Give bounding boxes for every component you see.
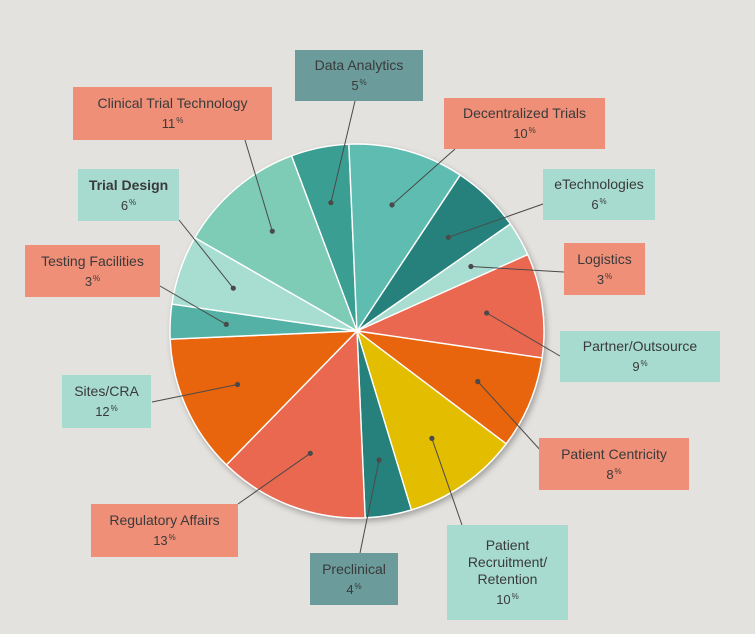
pie-slice-patient-centricity	[356, 330, 543, 445]
slice-label-value: 3%	[84, 273, 101, 289]
leader-line-data-analytics	[330, 100, 356, 203]
slice-label-testing-facilities: Testing Facilities 3%	[25, 245, 160, 297]
slice-label-value: 8%	[606, 466, 622, 482]
slice-label-regulatory-affairs: Regulatory Affairs 13%	[91, 504, 238, 557]
slice-label-name: Patient Recruitment/Retention	[467, 537, 548, 587]
leader-dot-regulatory-affairs	[307, 450, 313, 456]
pie-slice-clinical-trial-technology	[194, 155, 358, 332]
leader-dot-etechnologies	[445, 234, 451, 240]
leader-dot-trial-design	[230, 285, 236, 291]
leader-line-decentralized-trials	[391, 148, 456, 206]
leader-dot-clinical-trial-technology	[269, 228, 275, 234]
slice-label-partner-outsource: Partner/Outsource 9%	[560, 331, 720, 382]
leader-dot-testing-facilities	[223, 321, 229, 327]
slice-label-patient-centricity: Patient Centricity 8%	[539, 438, 689, 490]
leader-line-preclinical	[359, 459, 380, 554]
slice-label-value: 10%	[513, 126, 536, 141]
slice-label-name: Patient Centricity	[561, 445, 667, 462]
leader-line-testing-facilities	[159, 285, 227, 325]
slice-label-value: 9%	[632, 359, 648, 374]
pie-slices	[169, 143, 545, 519]
slice-label-name: Partner/Outsource	[582, 338, 698, 354]
slice-label-name: Trial Design	[88, 176, 169, 193]
leader-line-patient-recruitment-retention	[431, 438, 463, 526]
slice-label-name: Preclinical	[322, 560, 386, 577]
slice-label-name: Decentralized Trials	[463, 105, 586, 121]
pie-slice-patient-recruitment-retention	[356, 330, 507, 511]
leader-line-etechnologies	[448, 203, 544, 238]
leader-line-logistics	[470, 266, 565, 273]
slice-label-data-analytics: Data Analytics 5%	[295, 50, 423, 101]
leader-dot-sites-cra	[234, 381, 241, 388]
leader-line-trial-design	[178, 219, 234, 289]
slice-label-name: Logistics	[577, 250, 632, 267]
slice-label-etechnologies: eTechnologies 6%	[543, 169, 655, 220]
leader-dot-preclinical	[376, 457, 382, 463]
pie-slice-partner-outsource	[356, 253, 545, 359]
leader-line-regulatory-affairs	[237, 452, 311, 505]
slice-label-decentralized-trials: Decentralized Trials 10%	[444, 98, 605, 149]
leader-dot-data-analytics	[328, 200, 334, 206]
slice-label-value: 3%	[596, 271, 613, 287]
leader-line-partner-outsource	[486, 312, 561, 357]
pie-slice-decentralized-trials	[348, 143, 461, 332]
leader-dot-decentralized-trials	[389, 202, 395, 208]
leader-line-clinical-trial-technology	[244, 139, 273, 232]
slice-label-value: 5%	[351, 78, 367, 93]
slice-label-value: 4%	[346, 581, 362, 597]
slice-label-name: Testing Facilities	[41, 252, 144, 269]
slice-label-name: Regulatory Affairs	[109, 512, 220, 528]
leader-dot-partner-outsource	[484, 310, 490, 316]
slice-label-value: 11%	[161, 116, 184, 131]
slice-label-name: eTechnologies	[554, 176, 644, 192]
slice-label-value: 10%	[496, 592, 519, 607]
leader-dot-patient-centricity	[475, 378, 481, 385]
slice-label-value: 6%	[591, 197, 607, 212]
slice-label-sites-cra: Sites/CRA 12%	[62, 375, 151, 428]
leader-line-patient-centricity	[477, 381, 543, 453]
slice-label-name: Data Analytics	[314, 57, 404, 73]
leader-dot-patient-recruitment-retention	[429, 435, 435, 441]
slice-label-value: 13%	[153, 533, 176, 548]
slice-label-name: Clinical Trial Technology	[97, 95, 248, 111]
slice-label-patient-recruitment-retention: Patient Recruitment/Retention 10%	[447, 525, 568, 620]
pie-slice-regulatory-affairs	[225, 330, 366, 519]
leader-dot-logistics	[468, 263, 474, 270]
leader-lines	[151, 100, 565, 554]
slice-label-clinical-trial-technology: Clinical Trial Technology 11%	[73, 87, 272, 140]
slice-label-trial-design: Trial Design 6%	[78, 169, 179, 221]
slice-label-logistics: Logistics 3%	[564, 243, 645, 295]
pie-slice-sites-cra	[169, 330, 358, 466]
slice-label-value: 12%	[95, 404, 118, 419]
slice-label-name: Sites/CRA	[74, 383, 139, 399]
slice-label-value: 6%	[120, 197, 137, 213]
slice-label-preclinical: Preclinical 4%	[310, 553, 398, 605]
leader-line-sites-cra	[151, 384, 238, 403]
